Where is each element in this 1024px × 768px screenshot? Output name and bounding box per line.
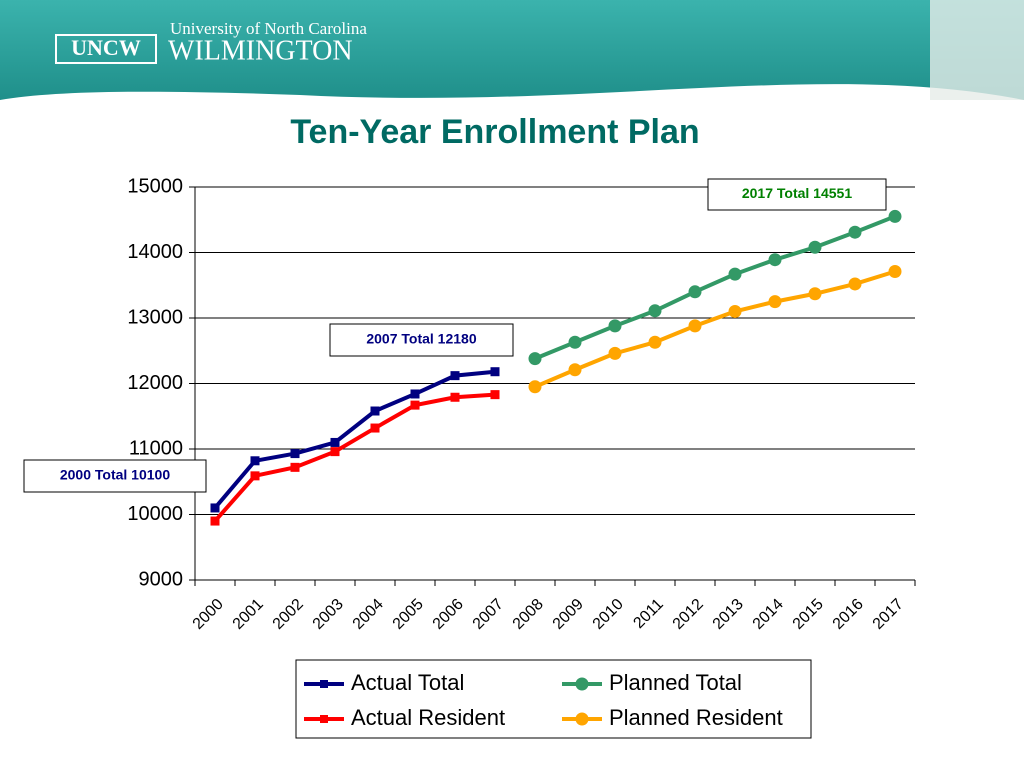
point bbox=[648, 335, 662, 349]
point bbox=[568, 363, 582, 377]
point bbox=[688, 319, 702, 333]
x-tick-label: 2007 bbox=[470, 596, 507, 633]
campus: WILMINGTON bbox=[168, 35, 353, 66]
point bbox=[808, 240, 822, 254]
y-tick-label: 9000 bbox=[139, 568, 184, 590]
x-tick-label: 2016 bbox=[830, 596, 867, 633]
legend-label: Actual Total bbox=[351, 670, 464, 695]
y-tick-label: 12000 bbox=[127, 372, 183, 394]
annotation: 2017 Total 14551 bbox=[742, 185, 852, 201]
point bbox=[250, 471, 260, 481]
point bbox=[290, 462, 300, 472]
x-tick-label: 2003 bbox=[310, 596, 347, 633]
x-tick-label: 2012 bbox=[670, 596, 707, 633]
point bbox=[528, 380, 542, 394]
annotation: 2000 Total 10100 bbox=[60, 467, 170, 483]
x-tick-label: 2008 bbox=[510, 596, 547, 633]
logo-box bbox=[55, 34, 157, 64]
point bbox=[450, 371, 460, 381]
point bbox=[648, 304, 662, 318]
x-tick-label: 2015 bbox=[790, 596, 827, 633]
university: University of North Carolina bbox=[170, 19, 367, 38]
point bbox=[608, 319, 622, 333]
point bbox=[370, 423, 380, 433]
series-line bbox=[534, 214, 896, 361]
point bbox=[410, 400, 420, 410]
point bbox=[250, 456, 260, 466]
legend-box bbox=[295, 659, 812, 739]
point bbox=[848, 277, 862, 291]
x-tick-label: 2017 bbox=[870, 596, 907, 633]
legend-label: Actual Resident bbox=[351, 705, 505, 730]
point bbox=[808, 287, 822, 301]
x-tick-label: 2006 bbox=[430, 596, 467, 633]
point bbox=[410, 389, 420, 399]
chart-title: Ten-Year Enrollment Plan bbox=[290, 113, 699, 151]
y-tick-label: 13000 bbox=[127, 306, 183, 328]
x-tick-label: 2005 bbox=[390, 596, 427, 633]
series-line bbox=[534, 269, 896, 389]
y-tick-label: 15000 bbox=[127, 175, 183, 197]
point bbox=[848, 225, 862, 239]
y-tick-label: 10000 bbox=[127, 503, 183, 525]
x-tick-label: 2002 bbox=[270, 596, 307, 633]
legend-marker bbox=[320, 680, 328, 688]
point bbox=[688, 285, 702, 299]
point bbox=[210, 503, 220, 513]
point bbox=[210, 516, 220, 526]
point bbox=[370, 406, 380, 416]
point bbox=[888, 264, 902, 278]
point bbox=[528, 352, 542, 366]
column-graphic bbox=[930, 0, 1024, 100]
legend-label: Planned Total bbox=[609, 670, 742, 695]
x-tick-label: 2011 bbox=[630, 596, 666, 632]
annotation: 2007 Total 12180 bbox=[366, 331, 476, 347]
point bbox=[290, 449, 300, 459]
series-line bbox=[213, 392, 496, 523]
point bbox=[330, 447, 340, 457]
legend-marker bbox=[320, 715, 328, 723]
point bbox=[450, 392, 460, 402]
legend-marker bbox=[575, 677, 589, 691]
point bbox=[490, 367, 500, 377]
point bbox=[728, 304, 742, 318]
x-tick-label: 2009 bbox=[550, 596, 587, 633]
annotation-box bbox=[707, 178, 887, 211]
point bbox=[608, 346, 622, 360]
x-tick-label: 2000 bbox=[190, 596, 227, 633]
x-tick-label: 2013 bbox=[710, 596, 747, 633]
point bbox=[728, 267, 742, 281]
series-line bbox=[213, 369, 496, 510]
y-tick-label: 11000 bbox=[129, 437, 183, 459]
y-tick-label: 14000 bbox=[127, 241, 183, 263]
legend-label: Planned Resident bbox=[609, 705, 783, 730]
point bbox=[768, 253, 782, 267]
x-tick-label: 2010 bbox=[590, 596, 627, 633]
point bbox=[330, 437, 340, 447]
x-tick-label: 2001 bbox=[230, 596, 267, 633]
logo: UNCW bbox=[71, 35, 141, 60]
x-tick-label: 2004 bbox=[350, 596, 387, 633]
header-banner bbox=[0, 0, 1024, 100]
point bbox=[888, 209, 902, 223]
point bbox=[490, 390, 500, 400]
annotation-box bbox=[329, 323, 514, 357]
point bbox=[568, 335, 582, 349]
annotation-box bbox=[23, 459, 207, 493]
point bbox=[768, 295, 782, 309]
x-tick-label: 2014 bbox=[750, 596, 787, 633]
legend-marker bbox=[575, 712, 589, 726]
